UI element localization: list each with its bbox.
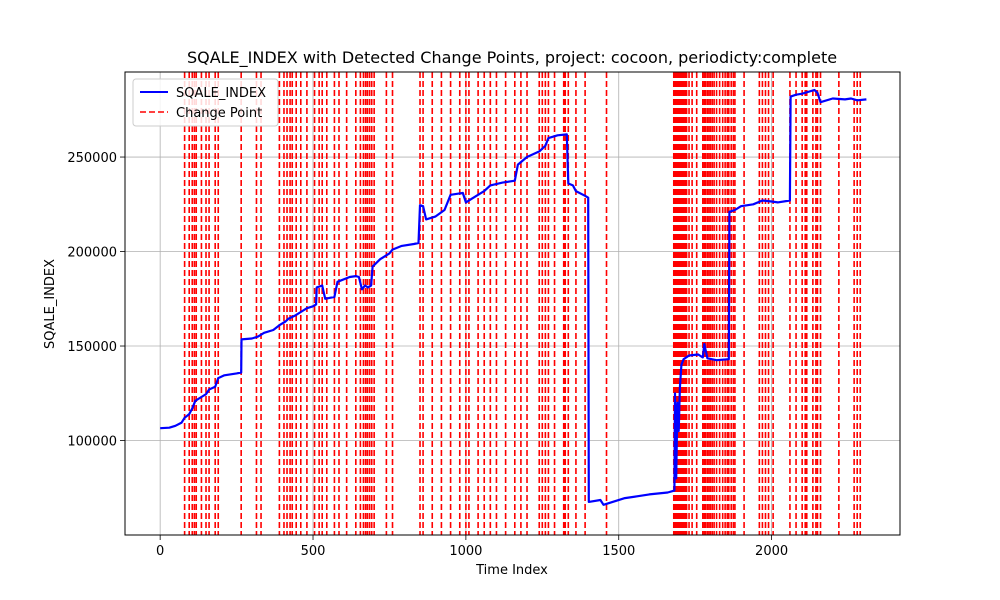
y-tick-label: 200000	[67, 246, 117, 261]
plot-frame	[124, 71, 901, 536]
x-tick-label: 2000	[755, 544, 788, 559]
series-layer	[160, 88, 867, 506]
y-tick-label: 100000	[67, 435, 117, 450]
y-axis-title: SQALE_INDEX	[43, 259, 58, 349]
y-tick-label: 250000	[67, 151, 117, 166]
x-axis-title: Time Index	[475, 563, 548, 578]
x-tick-label: 1500	[602, 544, 635, 559]
chart-title: SQALE_INDEX with Detected Change Points,…	[187, 48, 837, 68]
y-tick-label: 150000	[67, 340, 117, 355]
legend-label-sqale-index: SQALE_INDEX	[176, 86, 266, 101]
legend-label-change-point: Change Point	[176, 106, 262, 121]
x-tick-label: 1000	[449, 544, 482, 559]
x-tick-label: 500	[301, 544, 326, 559]
legend: SQALE_INDEX Change Point	[132, 78, 279, 127]
legend-box	[132, 78, 279, 127]
axis-ticks: 0 500 1000 1500 2000 100000 150000 200000 250000	[67, 151, 788, 559]
sqale-index-line	[160, 88, 867, 506]
plot-area	[125, 72, 900, 535]
change-point-lines	[183, 72, 862, 535]
x-tick-label: 0	[156, 544, 164, 559]
